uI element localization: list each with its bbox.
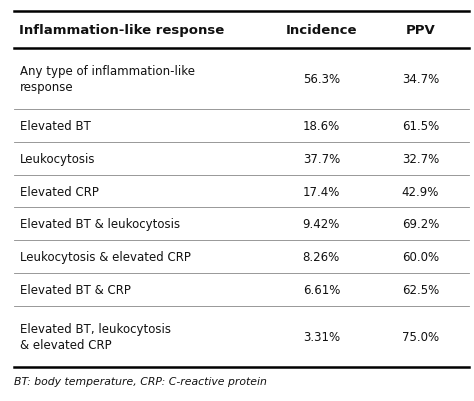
Text: Elevated BT, leukocytosis
& elevated CRP: Elevated BT, leukocytosis & elevated CRP (20, 322, 171, 351)
Text: PPV: PPV (405, 24, 435, 37)
Text: 75.0%: 75.0% (402, 330, 439, 343)
Text: 9.42%: 9.42% (303, 218, 340, 231)
Text: Elevated BT & leukocytosis: Elevated BT & leukocytosis (20, 218, 180, 231)
Text: Elevated CRP: Elevated CRP (20, 185, 99, 198)
Text: Leukocytosis: Leukocytosis (20, 152, 95, 165)
Text: 61.5%: 61.5% (402, 119, 439, 132)
Text: Inflammation-like response: Inflammation-like response (19, 24, 224, 37)
Text: 32.7%: 32.7% (402, 152, 439, 165)
Text: 60.0%: 60.0% (402, 251, 439, 263)
Text: 34.7%: 34.7% (402, 73, 439, 86)
Text: Elevated BT: Elevated BT (20, 119, 91, 132)
Text: 6.61%: 6.61% (303, 284, 340, 296)
Text: Incidence: Incidence (286, 24, 357, 37)
Text: Elevated BT & CRP: Elevated BT & CRP (20, 284, 131, 296)
Text: 56.3%: 56.3% (303, 73, 340, 86)
Text: 37.7%: 37.7% (303, 152, 340, 165)
Text: BT: body temperature, CRP: C-reactive protein: BT: body temperature, CRP: C-reactive pr… (14, 376, 267, 386)
Text: 42.9%: 42.9% (401, 185, 439, 198)
Text: Leukocytosis & elevated CRP: Leukocytosis & elevated CRP (20, 251, 191, 263)
Text: 69.2%: 69.2% (401, 218, 439, 231)
Text: 62.5%: 62.5% (402, 284, 439, 296)
Text: Any type of inflammation-like
response: Any type of inflammation-like response (20, 65, 195, 94)
Text: 8.26%: 8.26% (303, 251, 340, 263)
Text: 17.4%: 17.4% (303, 185, 340, 198)
Text: 18.6%: 18.6% (303, 119, 340, 132)
Text: 3.31%: 3.31% (303, 330, 340, 343)
